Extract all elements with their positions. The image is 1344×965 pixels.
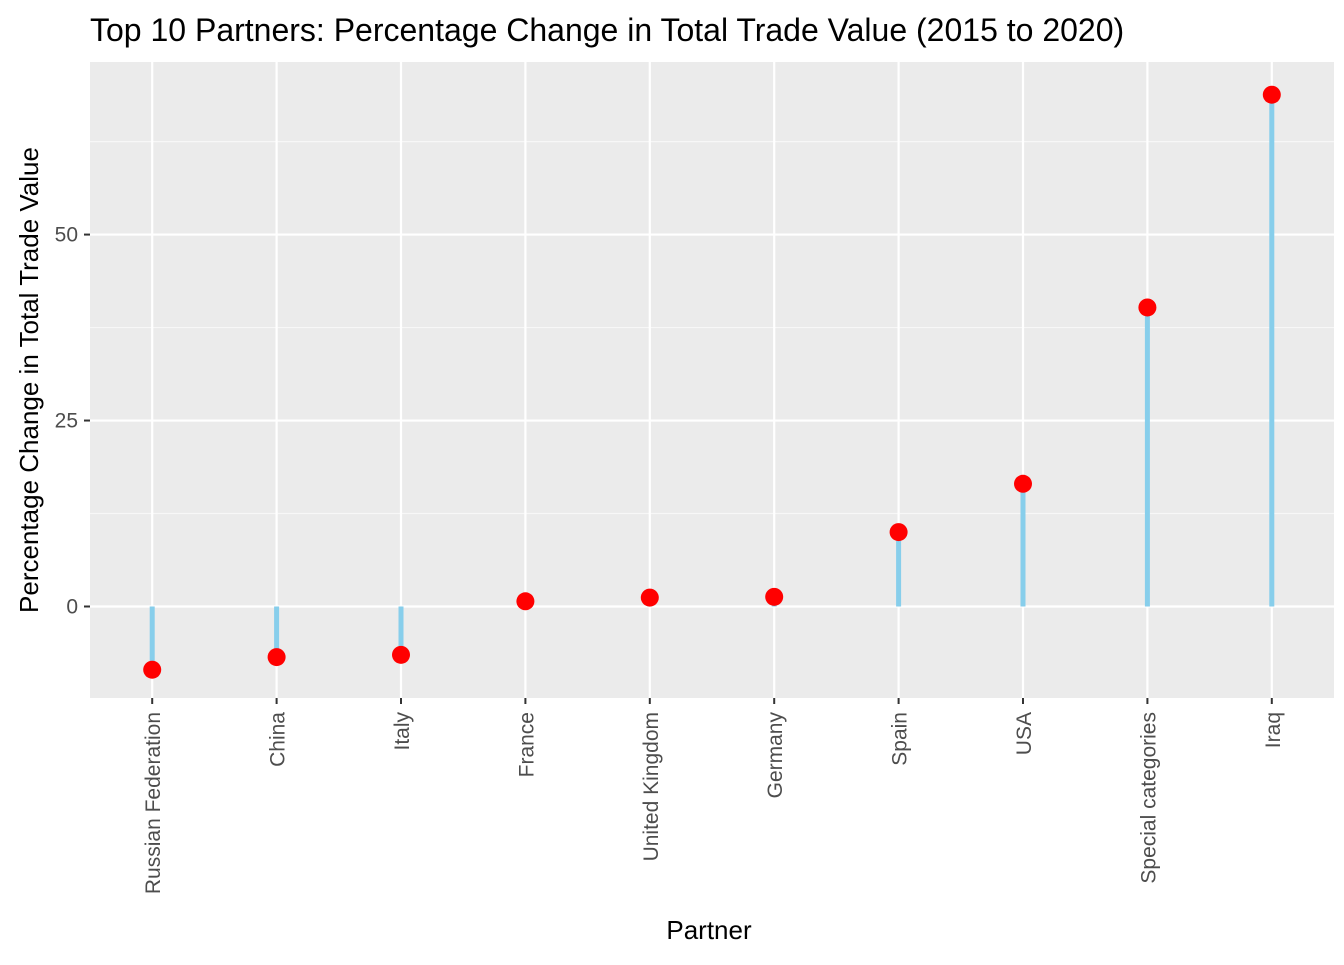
x-tick-label: Italy [391,712,414,751]
lollipop-point [392,645,410,664]
x-tick-label: Special categories [1137,712,1160,884]
chart-title: Top 10 Partners: Percentage Change in To… [90,12,1124,48]
lollipop-point [1138,298,1157,317]
x-tick-label: China [267,712,290,767]
lollipop-point [516,592,535,611]
x-tick-label: USA [1013,712,1036,755]
plot-panel [90,62,1334,698]
lollipop-point [1014,474,1032,493]
y-tick-label: 0 [66,596,78,619]
x-axis: Russian Federation China Italy France United… [142,698,1285,894]
x-tick-label: Germany [764,712,787,799]
lollipop-point [765,587,784,606]
lollipop-point [143,660,162,679]
x-tick-label: Iraq [1262,712,1285,748]
y-tick-label: 25 [55,410,78,433]
y-axis: 0 25 50 [55,224,90,619]
x-tick-label: United Kingdom [640,712,663,861]
y-tick-label: 50 [55,224,78,247]
lollipop-points [143,85,1281,679]
lollipop-point [267,648,286,667]
lollipop-point [640,588,659,607]
x-axis-title: Partner [666,915,752,945]
lollipop-point [1262,85,1281,104]
x-tick-label: Spain [889,712,912,766]
minor-gridlines [90,140,1334,515]
x-tick-label: France [515,712,538,777]
lollipop-point [889,523,908,542]
x-tick-label: Russian Federation [142,712,165,894]
y-axis-title: Percentage Change in Total Trade Value [14,147,44,613]
